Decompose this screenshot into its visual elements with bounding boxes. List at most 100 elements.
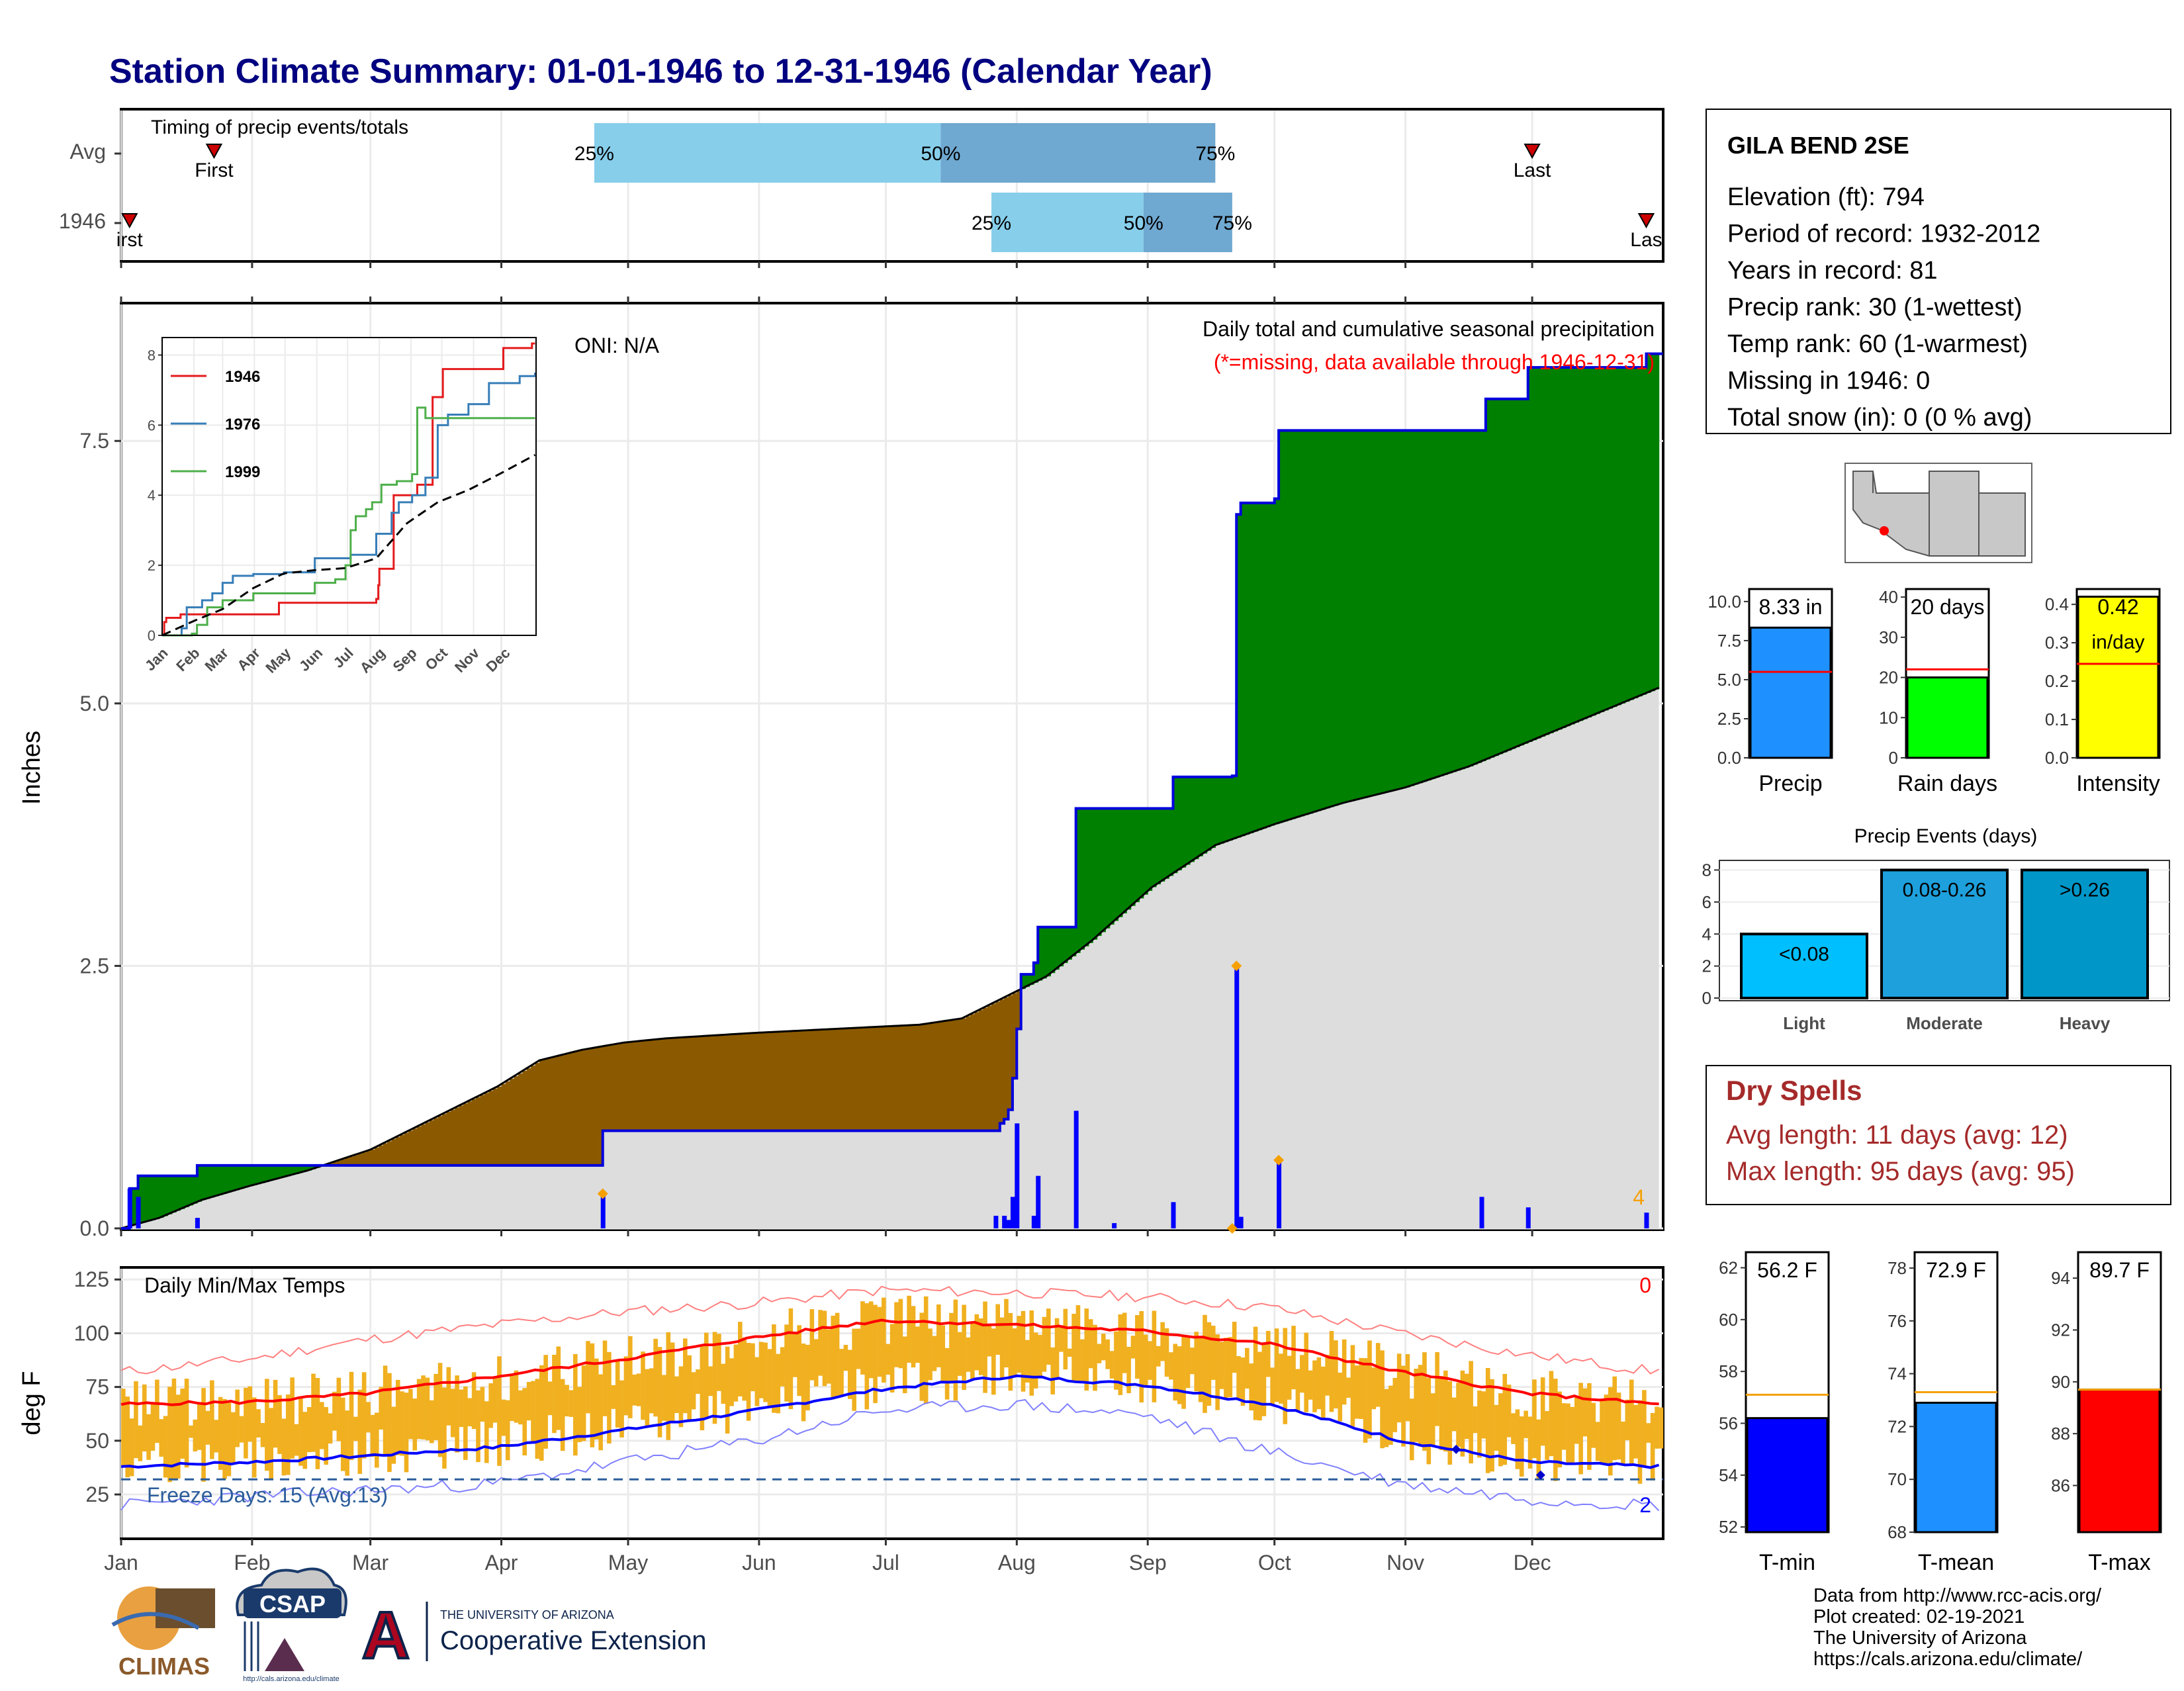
deficit-segment bbox=[623, 1042, 629, 1131]
daily-temp-range-bar bbox=[1481, 1391, 1486, 1439]
surplus-segment bbox=[1355, 430, 1359, 800]
deficit-segment bbox=[1017, 991, 1022, 1029]
daily-temp-range-bar bbox=[285, 1394, 291, 1475]
daily-temp-range-bar bbox=[1367, 1340, 1372, 1439]
daily-temp-range-bar bbox=[235, 1389, 240, 1447]
daily-temp-range-bar bbox=[1021, 1310, 1026, 1392]
surplus-segment bbox=[1320, 430, 1326, 810]
summary-bar-fill bbox=[1906, 676, 1989, 759]
daily-temp-range-bar bbox=[1629, 1379, 1634, 1466]
daily-temp-range-bar bbox=[281, 1418, 287, 1476]
daily-temp-range-bar bbox=[632, 1374, 637, 1406]
daily-temp-range-bar bbox=[1084, 1308, 1089, 1391]
surplus-segment bbox=[226, 1165, 232, 1193]
surplus-segment bbox=[1469, 430, 1474, 766]
surplus-segment bbox=[1126, 808, 1132, 910]
surplus-segment bbox=[159, 1175, 164, 1218]
daily-temp-range-bar bbox=[395, 1379, 400, 1455]
csap-url: http://cals.arizona.edu/climate bbox=[243, 1675, 340, 1683]
daily-temp-range-bar bbox=[1308, 1370, 1313, 1400]
daily-temp-range-bar bbox=[1181, 1336, 1186, 1409]
surplus-segment bbox=[1464, 430, 1469, 768]
summary-y-tick-label: 0.0 bbox=[1717, 748, 1741, 768]
surplus-segment bbox=[1261, 502, 1267, 829]
daily-temp-range-bar bbox=[391, 1406, 396, 1464]
daily-temp-range-bar bbox=[1608, 1387, 1613, 1476]
daily-temp-range-bar bbox=[142, 1384, 147, 1452]
daily-temp-range-bar bbox=[1063, 1308, 1068, 1370]
daily-temp-range-bar bbox=[408, 1389, 413, 1440]
daily-temp-range-bar bbox=[940, 1325, 946, 1383]
deficit-segment bbox=[704, 1036, 709, 1131]
quartile-box-low bbox=[991, 193, 1144, 252]
inset-y-tick-label: 8 bbox=[148, 347, 156, 363]
surplus-segment bbox=[1625, 367, 1630, 702]
deficit-segment bbox=[805, 1030, 811, 1131]
daily-temp-range-bar bbox=[1185, 1337, 1191, 1389]
daily-temp-range-bar bbox=[1287, 1355, 1292, 1400]
summary-y-tick-label: 10.0 bbox=[1707, 592, 1741, 612]
temp-y-tick-label: 50 bbox=[85, 1429, 109, 1453]
daily-precip-bar bbox=[136, 1197, 141, 1228]
surplus-segment bbox=[1080, 808, 1085, 950]
surplus-segment bbox=[1139, 808, 1144, 899]
daily-temp-range-bar bbox=[1659, 1407, 1664, 1449]
surplus-segment bbox=[167, 1175, 173, 1214]
surplus-segment bbox=[1629, 367, 1634, 700]
deficit-segment bbox=[395, 1136, 400, 1165]
temp-summary-y-tick-label: 60 bbox=[1719, 1310, 1738, 1330]
deficit-segment bbox=[437, 1116, 443, 1165]
daily-temp-range-bar bbox=[1075, 1305, 1081, 1382]
daily-temp-range-bar bbox=[751, 1343, 755, 1392]
surplus-segment bbox=[1435, 430, 1440, 778]
surplus-segment bbox=[1312, 430, 1318, 813]
daily-temp-range-bar bbox=[868, 1301, 874, 1379]
surplus-segment bbox=[1274, 498, 1279, 825]
daily-temp-range-bar bbox=[915, 1326, 920, 1363]
daily-temp-range-bar bbox=[670, 1342, 675, 1423]
daily-temp-range-bar bbox=[641, 1351, 645, 1420]
precip-event-label: Light bbox=[1783, 1013, 1825, 1033]
deficit-segment bbox=[433, 1118, 439, 1165]
deficit-segment bbox=[966, 1016, 971, 1131]
deficit-segment bbox=[683, 1037, 688, 1131]
daily-temp-range-bar bbox=[1210, 1326, 1216, 1380]
daily-temp-range-bar bbox=[1557, 1391, 1563, 1468]
surplus-segment bbox=[222, 1165, 228, 1194]
csap-rain-lines bbox=[244, 1622, 259, 1671]
deficit-segment bbox=[847, 1028, 852, 1131]
daily-temp-range-bar bbox=[455, 1375, 459, 1453]
surplus-segment bbox=[1325, 430, 1330, 809]
surplus-segment bbox=[1363, 430, 1368, 798]
record-low-marker bbox=[1451, 1444, 1461, 1454]
daily-temp-range-bar bbox=[383, 1365, 388, 1456]
daily-temp-range-bar bbox=[294, 1424, 299, 1456]
surplus-segment bbox=[1566, 367, 1571, 727]
surplus-segment bbox=[269, 1165, 274, 1181]
summary-y-tick-label: 30 bbox=[1879, 627, 1898, 647]
deficit-segment bbox=[366, 1151, 371, 1165]
surplus-segment bbox=[184, 1175, 189, 1207]
deficit-segment bbox=[746, 1033, 751, 1131]
deficit-segment bbox=[539, 1060, 544, 1165]
daily-temp-range-bar bbox=[691, 1372, 696, 1410]
dry-spells-title: Dry Spells bbox=[1726, 1075, 1862, 1106]
daily-temp-range-bar bbox=[1228, 1337, 1233, 1398]
deficit-segment bbox=[370, 1150, 375, 1165]
temp-summary-y-tick-label: 92 bbox=[2051, 1320, 2070, 1340]
surplus-segment bbox=[163, 1175, 168, 1216]
inset-series-line bbox=[162, 406, 535, 637]
ua-logo: A THE UNIVERSITY OF ARIZONA Cooperative … bbox=[361, 1597, 707, 1674]
deficit-segment bbox=[733, 1034, 739, 1131]
timing-row-avg-label: Avg bbox=[69, 140, 106, 163]
daily-temp-range-bar bbox=[361, 1372, 367, 1459]
surplus-segment bbox=[205, 1165, 210, 1199]
ua-university-name: THE UNIVERSITY OF ARIZONA bbox=[440, 1608, 614, 1622]
daily-temp-range-bar bbox=[446, 1367, 451, 1426]
surplus-segment bbox=[175, 1175, 181, 1211]
daily-temp-range-bar bbox=[1566, 1403, 1570, 1465]
surplus-segment bbox=[1405, 430, 1410, 788]
month-tick-label: May bbox=[608, 1551, 648, 1575]
daily-temp-range-bar bbox=[1316, 1357, 1322, 1410]
